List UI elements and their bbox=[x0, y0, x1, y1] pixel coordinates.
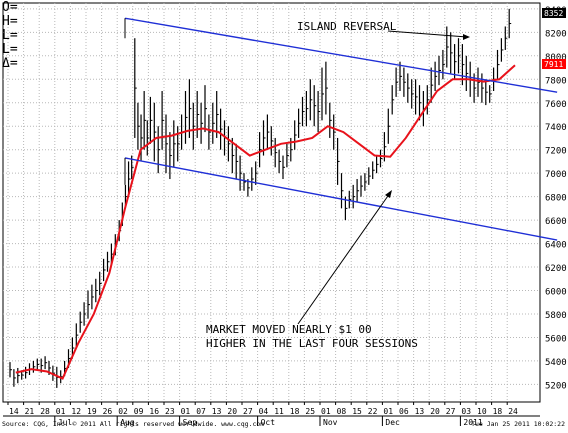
island-arrow-shaft bbox=[387, 30, 468, 38]
moving-average-line bbox=[15, 64, 516, 380]
x-tick-label: 24 bbox=[508, 407, 518, 416]
x-tick-label: 23 bbox=[165, 407, 175, 416]
x-tick-label: 27 bbox=[446, 407, 456, 416]
x-tick-label: 09 bbox=[134, 407, 144, 416]
x-tick-label: 15 bbox=[352, 407, 362, 416]
x-tick-label: 03 bbox=[461, 407, 471, 416]
x-tick-label: 21 bbox=[25, 407, 35, 416]
x-month-label: Oct bbox=[261, 418, 276, 427]
price-badge-bg bbox=[542, 8, 566, 18]
x-tick-label: 01 bbox=[56, 407, 66, 416]
y-tick-label: 6600 bbox=[545, 217, 567, 227]
x-tick-label: 08 bbox=[337, 407, 347, 416]
price-badge-label: 7911 bbox=[544, 60, 563, 69]
x-tick-label: 11 bbox=[274, 407, 284, 416]
y-tick-label: 6400 bbox=[545, 241, 567, 251]
x-tick-label: 13 bbox=[415, 407, 425, 416]
x-tick-label: 14 bbox=[9, 407, 19, 416]
high-readout: H= bbox=[2, 14, 18, 29]
y-tick-label: 7000 bbox=[545, 170, 567, 180]
y-tick-label: 5800 bbox=[545, 311, 567, 321]
y-tick-label: 6000 bbox=[545, 288, 567, 298]
x-tick-label: 07 bbox=[196, 407, 206, 416]
x-tick-label: 27 bbox=[243, 407, 253, 416]
x-tick-label: 25 bbox=[305, 407, 315, 416]
lower-trend-line bbox=[124, 157, 558, 241]
x-month-label: Sep bbox=[183, 418, 198, 427]
x-month-label: Aug bbox=[120, 418, 135, 427]
x-tick-label: 04 bbox=[259, 407, 269, 416]
footer-timestamp: Tue Jan 25 2011 10:02:22 bbox=[471, 420, 565, 428]
y-tick-label: 8200 bbox=[545, 29, 567, 39]
y-tick-label: 5600 bbox=[545, 334, 567, 344]
market-arrow-shaft bbox=[297, 192, 391, 325]
x-tick-label: 13 bbox=[212, 407, 222, 416]
y-tick-label: 5400 bbox=[545, 358, 567, 368]
x-tick-label: 01 bbox=[321, 407, 331, 416]
x-tick-label: 28 bbox=[40, 407, 50, 416]
footer-source: Source: CQG, Inc. © 2011 All rights rese… bbox=[2, 420, 264, 428]
change-readout: Δ= bbox=[2, 56, 18, 71]
price-badge-bg bbox=[542, 59, 566, 69]
x-tick-label: 18 bbox=[493, 407, 503, 416]
x-month-label: Dec bbox=[385, 418, 400, 427]
y-tick-label: 8000 bbox=[545, 53, 567, 63]
annotation-market-line1: MARKET MOVED NEARLY $1 00 bbox=[206, 323, 372, 336]
y-tick-label: 5200 bbox=[545, 381, 567, 391]
x-tick-label: 12 bbox=[71, 407, 81, 416]
x-month-label: Jul bbox=[58, 418, 73, 427]
ohlc-readouts: O= H= L= L= Δ= bbox=[2, 1, 18, 71]
price-badge-label: 8352 bbox=[544, 9, 563, 18]
y-tick-label: 7400 bbox=[545, 123, 567, 133]
x-tick-label: 20 bbox=[227, 407, 237, 416]
x-month-label: Nov bbox=[323, 418, 338, 427]
y-tick-label: 7200 bbox=[545, 147, 567, 157]
x-tick-label: 16 bbox=[149, 407, 159, 416]
x-tick-label: 26 bbox=[103, 407, 113, 416]
x-tick-label: 18 bbox=[290, 407, 300, 416]
island-arrow-head bbox=[463, 34, 470, 40]
market-arrow-head bbox=[385, 190, 392, 198]
x-tick-label: 19 bbox=[87, 407, 97, 416]
low-readout: L= bbox=[2, 28, 18, 43]
annotation-market-line2: HIGHER IN THE LAST FOUR SESSIONS bbox=[206, 337, 418, 350]
annotation-island-reversal: ISLAND REVERSAL bbox=[297, 20, 397, 33]
last-readout: L= bbox=[2, 42, 18, 57]
x-tick-label: 10 bbox=[477, 407, 487, 416]
y-tick-label: 6200 bbox=[545, 264, 567, 274]
upper-trend-line bbox=[124, 17, 558, 93]
x-tick-label: 22 bbox=[368, 407, 378, 416]
open-readout: O= bbox=[2, 0, 18, 15]
x-tick-label: 01 bbox=[383, 407, 393, 416]
x-tick-label: 02 bbox=[118, 407, 128, 416]
y-tick-label: 7600 bbox=[545, 100, 567, 110]
y-tick-label: 6800 bbox=[545, 194, 567, 204]
x-tick-label: 01 bbox=[181, 407, 191, 416]
x-tick-label: 20 bbox=[430, 407, 440, 416]
x-month-label: 2011 bbox=[463, 418, 482, 427]
y-tick-label: 7800 bbox=[545, 76, 567, 86]
x-tick-label: 06 bbox=[399, 407, 409, 416]
